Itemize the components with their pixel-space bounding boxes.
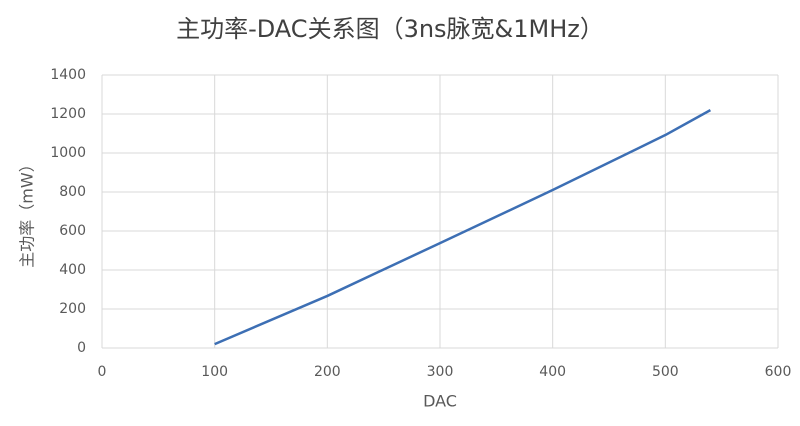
x-tick-label: 0 (98, 364, 107, 380)
chart-title: 主功率-DAC关系图（3ns脉宽&1MHz） (176, 15, 604, 43)
y-tick-label: 0 (77, 340, 86, 356)
x-tick-label: 400 (539, 364, 566, 380)
y-axis-label: 主功率（mW） (18, 156, 37, 267)
x-tick-label: 600 (765, 364, 792, 380)
y-tick-label: 800 (59, 184, 86, 200)
x-tick-label: 500 (652, 364, 679, 380)
x-tick-label: 200 (314, 364, 341, 380)
y-tick-label: 400 (59, 262, 86, 278)
y-tick-label: 600 (59, 223, 86, 239)
y-tick-label: 1200 (50, 106, 86, 122)
x-axis-label: DAC (423, 392, 457, 411)
y-tick-label: 200 (59, 301, 86, 317)
y-tick-label: 1000 (50, 145, 86, 161)
x-tick-label: 100 (201, 364, 228, 380)
y-tick-label: 1400 (50, 67, 86, 83)
x-tick-label: 300 (427, 364, 454, 380)
line (214, 109, 712, 346)
